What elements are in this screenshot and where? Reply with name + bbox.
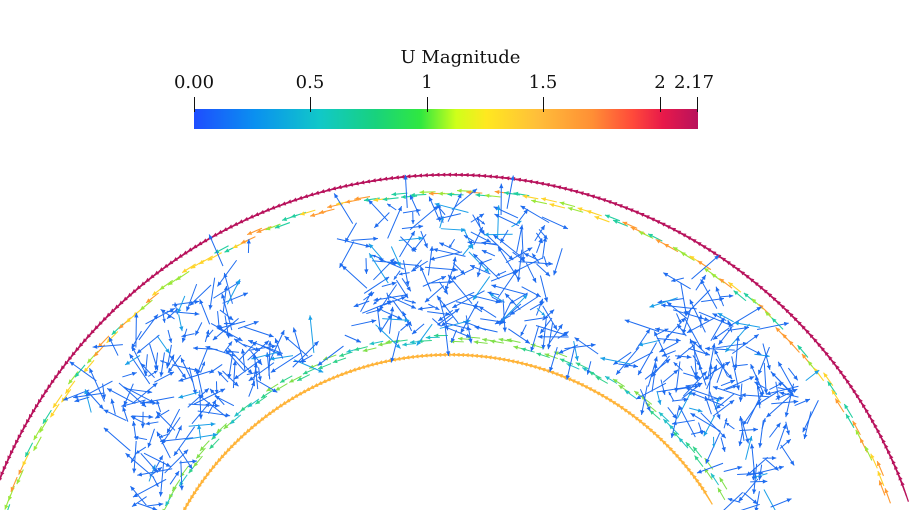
tick-label-5: 2.17: [673, 72, 715, 93]
tick-mark-5: [697, 97, 698, 112]
tick-label-4: 2: [654, 72, 666, 93]
tick-label-0: 0.00: [173, 72, 215, 93]
color-legend: U Magnitude 0.00 0.5 1 1.5 2 2.17: [0, 0, 921, 140]
tick-label-1: 0.5: [295, 72, 325, 93]
tick-label-2: 1: [421, 72, 433, 93]
tick-mark-0: [194, 97, 195, 112]
tick-mark-3: [543, 97, 544, 112]
tick-mark-1: [310, 97, 311, 112]
colorbar-gradient: [194, 109, 698, 129]
tick-mark-4: [660, 97, 661, 112]
tick-label-3: 1.5: [528, 72, 558, 93]
tick-mark-2: [427, 97, 428, 112]
legend-title: U Magnitude: [400, 47, 521, 68]
